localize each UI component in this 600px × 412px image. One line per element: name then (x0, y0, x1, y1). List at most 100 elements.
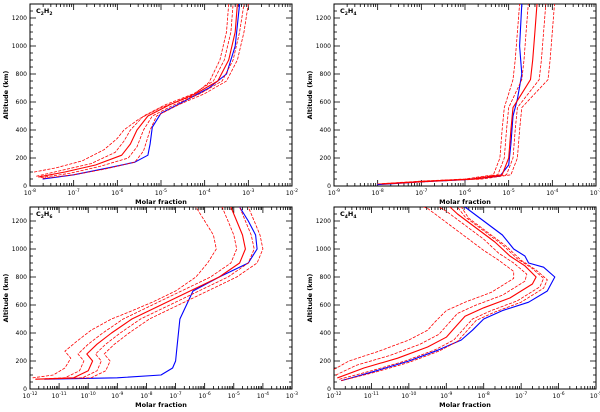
y-tick-label: 1000 (316, 43, 331, 50)
y-tick-label: 1000 (316, 246, 331, 253)
y-tick-label: 1200 (316, 218, 331, 225)
x-tick-label: 10-9 (111, 391, 123, 400)
y-tick-label: 0 (23, 386, 27, 393)
y-axis-label: Altitude (km) (306, 274, 314, 323)
y-tick-label: 1000 (12, 43, 27, 50)
series-1-sigma-high (38, 207, 255, 380)
series-2-sigma-high (341, 207, 548, 382)
x-tick-label: 10-8 (478, 391, 490, 400)
x-tick-label: 10-5 (155, 188, 167, 197)
y-tick-label: 600 (320, 302, 332, 309)
series-1-sigma-high (383, 4, 547, 185)
x-tick-label: 10-9 (440, 391, 452, 400)
y-tick-label: 0 (327, 183, 331, 190)
x-tick-label: 10-6 (459, 188, 471, 197)
series-1-sigma-low (379, 4, 529, 185)
y-tick-label: 800 (320, 274, 332, 281)
x-tick-label: 10-10 (401, 391, 416, 400)
x-tick-label: 10-7 (515, 391, 527, 400)
series-2-sigma-high (41, 207, 264, 380)
y-axis-label: Altitude (km) (306, 71, 314, 120)
x-tick-label: 10-9 (328, 188, 340, 197)
x-tick-label: 10-8 (372, 188, 384, 197)
series-1-sigma-low (36, 4, 234, 177)
y-tick-label: 1000 (12, 246, 27, 253)
x-tick-label: 10-8 (140, 391, 152, 400)
y-tick-label: 0 (23, 183, 27, 190)
y-tick-label: 0 (327, 386, 331, 393)
series-group (377, 4, 555, 186)
series-group (334, 207, 556, 382)
series-model (340, 207, 556, 382)
x-tick-label: 10-7 (68, 188, 80, 197)
x-tick-label: 10-4 (257, 391, 269, 400)
plot-frame (29, 206, 293, 390)
y-tick-label: 600 (16, 99, 28, 106)
y-tick-label: 400 (16, 127, 28, 134)
x-tick-label: 10-6 (199, 391, 211, 400)
x-tick-label: 10-5 (590, 391, 600, 400)
panel-title: C4H4 (340, 210, 357, 220)
x-tick-label: 10-2 (286, 188, 298, 197)
series-model (377, 4, 523, 186)
panel-4: 10-12 10-11 10-10 10-9 10-8 10-7 10-6 10-5 0 200 4… (306, 206, 600, 409)
y-tick-label: 400 (16, 330, 28, 337)
panel-title: C2H2 (36, 7, 53, 17)
series-median (35, 207, 246, 380)
plot-frame (333, 206, 597, 390)
series-model (44, 207, 258, 380)
series-2-sigma-high (42, 4, 249, 179)
y-tick-label: 400 (320, 330, 332, 337)
series-median (381, 4, 538, 185)
y-tick-label: 1200 (12, 218, 27, 225)
x-tick-label: 10-12 (23, 391, 38, 400)
series-model (42, 4, 241, 180)
x-tick-label: 10-6 (111, 188, 123, 197)
series-1-sigma-low (335, 207, 528, 376)
series-2-sigma-low (334, 207, 515, 370)
series-2-sigma-low (377, 4, 520, 185)
series-1-sigma-high (339, 207, 544, 380)
x-axis-label: Molar fraction (439, 198, 491, 206)
y-tick-label: 800 (16, 274, 28, 281)
y-tick-label: 600 (16, 302, 28, 309)
series-1-sigma-high (40, 4, 245, 179)
series-group (32, 207, 264, 380)
panel-title: C2H4 (340, 7, 357, 17)
x-tick-label: 10-3 (590, 188, 600, 197)
y-tick-label: 200 (16, 358, 28, 365)
series-group (34, 4, 249, 180)
series-median (38, 4, 238, 178)
series-2-sigma-high (385, 4, 555, 185)
x-tick-label: 10-11 (364, 391, 379, 400)
x-tick-label: 10-5 (228, 391, 240, 400)
x-tick-label: 10-7 (169, 391, 181, 400)
y-tick-label: 800 (320, 71, 332, 78)
y-axis-label: Altitude (km) (2, 274, 10, 323)
series-2-sigma-low (34, 4, 230, 173)
x-tick-label: 10-10 (81, 391, 96, 400)
y-axis-label: Altitude (km) (2, 71, 10, 120)
x-axis-label: Molar fraction (135, 401, 187, 409)
x-axis-label: Molar fraction (439, 401, 491, 409)
y-tick-label: 200 (16, 155, 28, 162)
y-tick-label: 800 (16, 71, 28, 78)
series-median (337, 207, 537, 379)
series-2-sigma-low (32, 207, 217, 379)
panel-2: 10-9 10-8 10-7 10-6 10-5 10-4 10-3 0 200 400 600 80… (306, 3, 600, 206)
series-1-sigma-low (35, 207, 238, 380)
y-tick-label: 200 (320, 358, 332, 365)
x-tick-label: 10-3 (286, 391, 298, 400)
panel-1: 10-8 10-7 10-6 10-5 10-4 10-3 10-2 0 200 400 600 80… (2, 3, 298, 206)
y-tick-label: 1200 (12, 15, 27, 22)
y-tick-label: 1200 (316, 15, 331, 22)
y-tick-label: 400 (320, 127, 332, 134)
x-tick-label: 10-8 (24, 188, 36, 197)
x-tick-label: 10-12 (327, 391, 342, 400)
plot-frame (29, 3, 293, 187)
y-tick-label: 200 (320, 155, 332, 162)
panel-3: 10-12 10-11 10-10 10-9 10-8 10-7 10-6 10-5 10-4 1… (2, 206, 298, 409)
plot-frame (333, 3, 597, 187)
